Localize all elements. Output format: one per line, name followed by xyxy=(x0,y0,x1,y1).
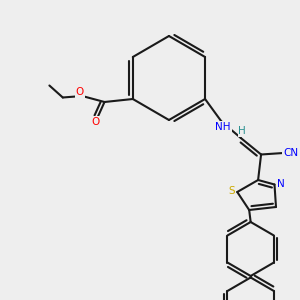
Text: CN: CN xyxy=(283,148,298,158)
Text: NH: NH xyxy=(215,122,231,132)
Text: H: H xyxy=(238,126,246,136)
Text: S: S xyxy=(229,185,235,196)
Text: O: O xyxy=(76,87,84,98)
Text: N: N xyxy=(277,178,285,189)
Text: O: O xyxy=(92,117,100,127)
